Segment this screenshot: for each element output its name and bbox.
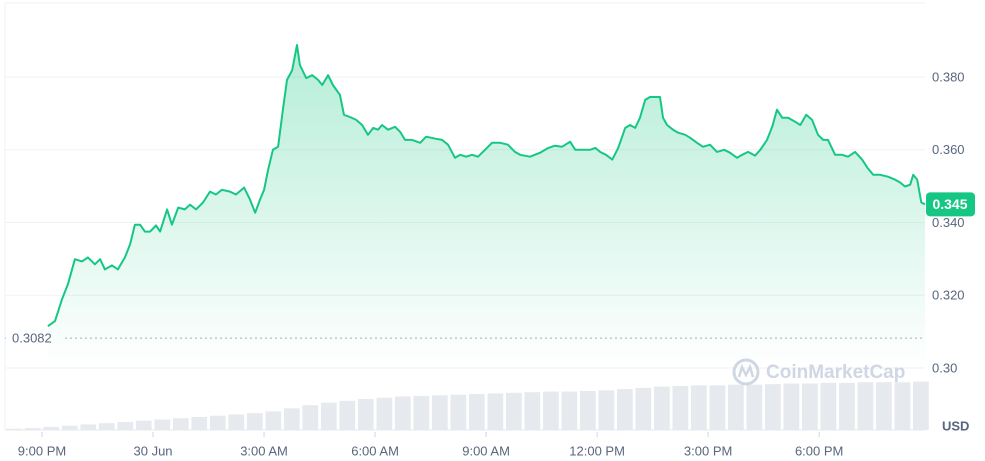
volume-bar xyxy=(580,390,596,430)
volume-bar xyxy=(61,425,78,430)
volume-bar xyxy=(894,382,911,430)
volume-bar xyxy=(135,420,152,430)
volume-bar xyxy=(561,391,578,430)
volume-bar xyxy=(913,381,929,430)
volume-bar xyxy=(24,428,41,430)
volume-bar xyxy=(172,418,189,430)
volume-bar xyxy=(209,415,226,430)
volume-bar xyxy=(505,392,522,430)
volume-bar xyxy=(542,391,559,430)
volume-bar xyxy=(654,386,670,430)
volume-bar xyxy=(728,384,744,430)
volume-bar xyxy=(524,392,541,430)
volume-bar xyxy=(246,413,263,430)
volume-bar xyxy=(154,419,171,430)
volume-bar xyxy=(672,385,689,430)
volume-bar xyxy=(357,399,374,430)
volume-bar xyxy=(320,402,337,430)
volume-bar xyxy=(783,383,800,430)
price-area xyxy=(47,45,925,368)
y-tick-label: 0.340 xyxy=(932,215,965,230)
watermark: CoinMarketCap xyxy=(732,358,905,386)
volume-bar xyxy=(413,395,430,430)
x-tick-label: 9:00 AM xyxy=(462,443,510,458)
volume-bar xyxy=(265,411,282,430)
x-tick-label: 3:00 AM xyxy=(240,443,288,458)
volume-bar xyxy=(487,393,504,430)
y-tick-label: 0.320 xyxy=(932,288,965,303)
volume-bar xyxy=(635,387,652,430)
x-tick-label: 6:00 AM xyxy=(351,443,399,458)
volume-bar xyxy=(857,382,874,430)
volume-bar xyxy=(617,389,633,430)
volume-bar xyxy=(709,385,726,430)
x-tick-label: 30 Jun xyxy=(134,443,173,458)
last-price-label: 0.345 xyxy=(932,196,967,212)
y-tick-label: 0.360 xyxy=(932,142,965,157)
volume-bar xyxy=(598,390,615,430)
y-tick-label: 0.30 xyxy=(932,360,957,375)
volume-bar xyxy=(876,382,892,430)
volume-bar xyxy=(339,400,356,430)
currency-label: USD xyxy=(942,418,969,433)
x-tick-label: 3:00 PM xyxy=(684,443,732,458)
volume-bar xyxy=(376,397,393,430)
volume-bar xyxy=(302,405,319,430)
volume-bar xyxy=(820,382,837,430)
volume-bar xyxy=(431,395,448,430)
reference-label: 0.3082 xyxy=(12,331,52,346)
x-tick-label: 9:00 PM xyxy=(18,443,66,458)
last-price-badge xyxy=(926,192,975,217)
volume-bar xyxy=(191,416,208,430)
volume-bar xyxy=(117,421,134,430)
volume-bar xyxy=(228,414,245,430)
volume-bar xyxy=(746,384,763,430)
volume-bar xyxy=(80,424,97,430)
volume-bar xyxy=(43,426,60,430)
y-tick-label: 0.380 xyxy=(932,69,965,84)
volume-bar xyxy=(98,423,115,430)
volume-bar xyxy=(283,408,300,430)
volume-bar xyxy=(6,428,23,430)
volume-bar xyxy=(691,385,707,430)
x-tick-label: 12:00 PM xyxy=(569,443,625,458)
volume-bar xyxy=(765,384,781,430)
volume-bar xyxy=(450,394,467,430)
volume-bar xyxy=(394,396,411,430)
x-tick-label: 6:00 PM xyxy=(795,443,843,458)
volume-bar xyxy=(468,394,485,430)
price-line xyxy=(47,44,926,328)
volume-bar xyxy=(802,383,818,430)
watermark-text: CoinMarketCap xyxy=(766,362,905,383)
volume-bar xyxy=(839,382,855,430)
